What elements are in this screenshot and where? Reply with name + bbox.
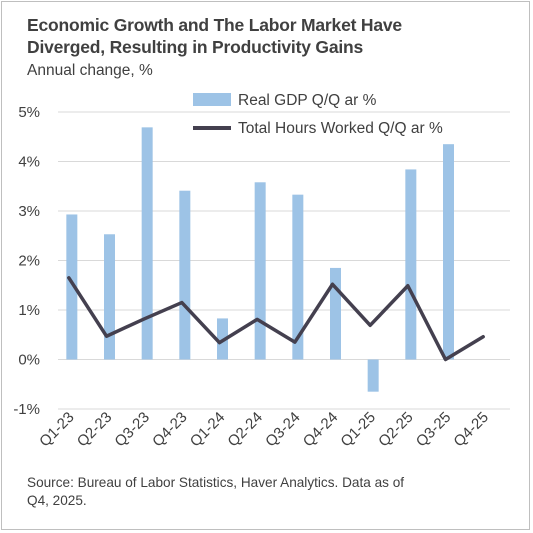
y-tick-label: 0% [18,352,40,369]
chart-title: Economic Growth and The Labor Market Hav… [27,14,527,58]
x-tick-label: Q2-25 [375,409,417,451]
gdp-bar [405,169,417,360]
source-line-1: Source: Bureau of Labor Statistics, Have… [27,475,405,490]
gdp-bar [179,190,191,360]
x-tick-label: Q2-23 [74,409,116,451]
chart-title-line-1: Economic Growth and The Labor Market Hav… [27,15,402,35]
x-tick-label: Q4-25 [450,409,492,451]
chart-title-line-2: Diverged, Resulting in Productivity Gain… [27,37,364,57]
gdp-bar [292,194,304,360]
x-tick-label: Q3-25 [413,409,455,451]
y-tick-label: 5% [18,104,40,121]
y-tick-label: 1% [18,302,40,319]
y-tick-label: 4% [18,154,40,171]
gdp-bar [330,267,341,360]
x-tick-label: Q1-24 [187,409,229,451]
x-tick-label: Q1-23 [36,409,78,451]
x-tick-label: Q4-23 [149,409,191,451]
gdp-bar [367,359,379,392]
hours-line [67,276,485,362]
gdp-bar [104,234,115,360]
y-tick-label: 2% [18,253,40,270]
y-tick-label: -1% [13,401,40,418]
legend-label-hours: Total Hours Worked Q/Q ar % [238,120,443,137]
legend-swatch-gdp [193,93,231,106]
chart-subtitle: Annual change, % [27,62,153,79]
gdp-bar [443,144,454,360]
legend-label-gdp: Real GDP Q/Q ar % [238,92,377,109]
source-note: Source: Bureau of Labor Statistics, Have… [27,474,522,510]
source-line-2: Q4, 2025. [27,493,87,508]
x-tick-label: Q1-25 [337,409,379,451]
x-tick-label: Q3-24 [262,409,304,451]
y-tick-label: 3% [18,203,40,220]
gdp-bar [141,127,153,360]
x-tick-label: Q2-24 [224,409,266,451]
gdp-bar [254,182,266,360]
gdp-bar [66,214,78,360]
x-tick-label: Q4-24 [300,409,342,451]
x-tick-label: Q3-23 [111,409,153,451]
